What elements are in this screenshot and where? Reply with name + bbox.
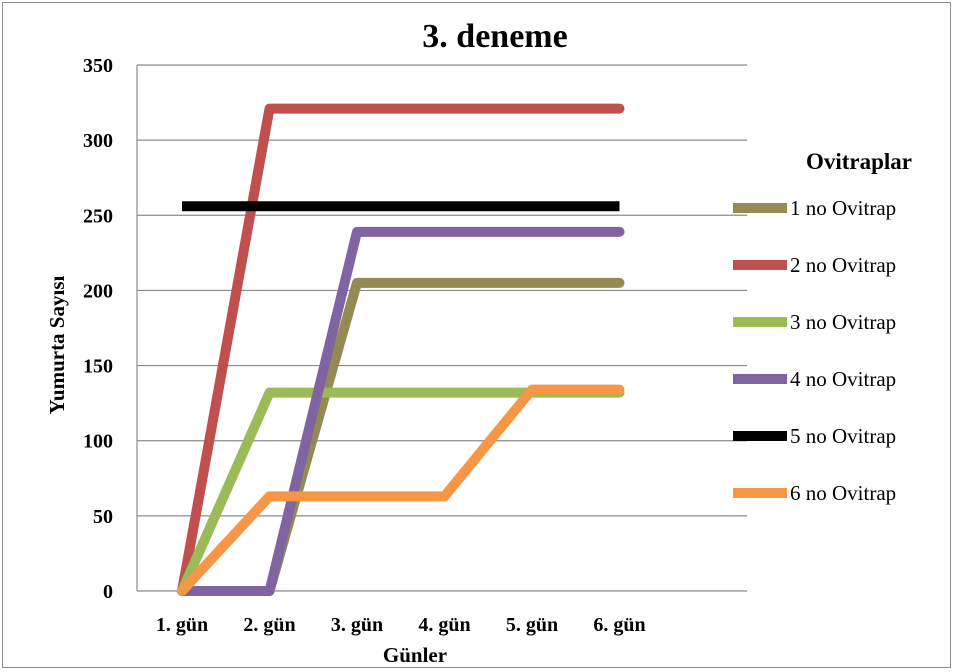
series-lines <box>177 103 625 596</box>
legend-title: Ovitraplar <box>806 149 912 174</box>
legend: 1 no Ovitrap 2 no Ovitrap 3 no Ovitrap 4 no… <box>733 196 896 505</box>
legend-label-3: 3 no Ovitrap <box>790 310 896 334</box>
x-axis-ticks: 1. gün 2. gün 3. gün 4. gün 5. gün 6. gün <box>156 614 646 636</box>
x-tick-label: 6. gün <box>593 614 645 636</box>
legend-label-2: 2 no Ovitrap <box>790 253 896 277</box>
y-tick-label: 300 <box>83 130 113 152</box>
series-line-2 <box>177 103 625 596</box>
y-tick-label: 0 <box>103 581 113 603</box>
y-tick-label: 150 <box>83 356 113 378</box>
x-tick-label: 1. gün <box>156 614 208 636</box>
line-chart: 0 50 100 150 200 250 300 350 1. gün 2. gün 3. gün… <box>45 18 912 667</box>
y-tick-label: 50 <box>93 506 113 528</box>
chart-title: 3. deneme <box>422 18 567 55</box>
x-axis-title: Günler <box>383 643 447 667</box>
legend-label-4: 4 no Ovitrap <box>790 367 896 391</box>
y-axis-ticks: 0 50 100 150 200 250 300 350 <box>83 55 113 603</box>
legend-label-1: 1 no Ovitrap <box>790 196 896 220</box>
series-line-6 <box>177 384 625 596</box>
x-tick-label: 3. gün <box>331 614 383 636</box>
y-tick-label: 100 <box>83 431 113 453</box>
legend-label-5: 5 no Ovitrap <box>790 424 896 448</box>
y-tick-label: 350 <box>83 55 113 77</box>
x-tick-label: 5. gün <box>506 614 558 636</box>
legend-label-6: 6 no Ovitrap <box>790 481 896 505</box>
y-tick-label: 250 <box>83 205 113 227</box>
y-tick-label: 200 <box>83 280 113 302</box>
x-tick-label: 2. gün <box>243 614 295 636</box>
series-line-4 <box>177 226 625 596</box>
x-tick-label: 4. gün <box>418 614 470 636</box>
y-axis-title: Yumurta Sayısı <box>45 276 69 415</box>
